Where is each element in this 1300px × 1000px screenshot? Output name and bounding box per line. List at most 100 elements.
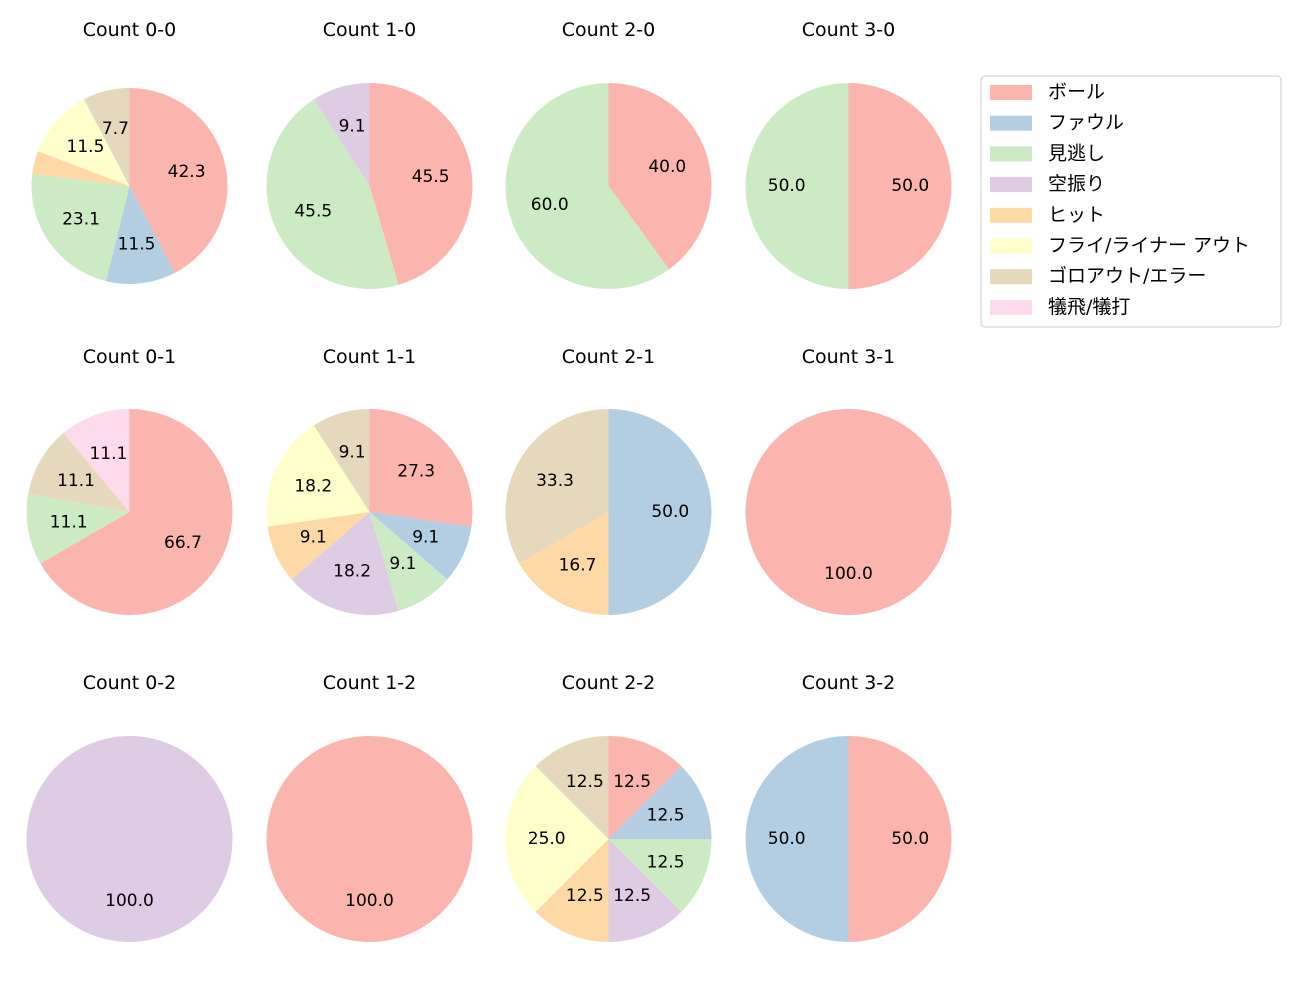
pie-count-0-2: Count 0-2 100.0 [26, 672, 233, 942]
pie-slice-called [266, 99, 399, 290]
pie-slice-groundout [313, 409, 370, 512]
legend-label: フライ/ライナー アウト [1048, 235, 1250, 257]
pie-count-3-1: Count 3-1 100.0 [745, 346, 952, 615]
pie-slice-label: 18.2 [294, 476, 332, 496]
pie-slice-label: 12.5 [566, 772, 604, 792]
pie-slice-ball [848, 736, 952, 942]
legend-label: ファウル [1048, 112, 1124, 134]
pie-slice-flyout [37, 99, 130, 186]
pie-slice-label: 9.1 [412, 528, 439, 548]
pie-slice-label: 11.1 [89, 444, 127, 464]
pie-slice-label: 45.5 [412, 167, 450, 187]
pie-slice-foul [369, 512, 472, 580]
legend-swatch [990, 115, 1032, 131]
pie-slice-label: 50.0 [768, 176, 806, 196]
pie-slice-label: 50.0 [768, 829, 806, 849]
pie-slice-ball [369, 83, 473, 285]
pie-slice-label: 11.1 [57, 471, 95, 491]
legend-swatch [990, 299, 1032, 315]
pie-count-3-0: Count 3-0 50.0 50.0 [745, 19, 952, 289]
pie-slice-called [26, 493, 130, 564]
pie-slice-label: 11.1 [50, 513, 88, 533]
pie-slice-label: 12.5 [647, 853, 685, 873]
pie-title: Count 1-0 [323, 19, 417, 41]
pie-slice-label: 50.0 [891, 176, 929, 196]
legend-swatch [990, 177, 1032, 193]
legend-swatch [990, 269, 1032, 285]
pie-slice-called [31, 173, 130, 282]
pie-slice-label: 12.5 [566, 886, 604, 906]
pie-slice-ball [745, 409, 952, 615]
pie-count-0-1: Count 0-1 66.7 11.1 11.1 11.1 [26, 346, 233, 615]
pie-slice-label: 12.5 [613, 772, 651, 792]
pie-slice-label: 9.1 [300, 528, 327, 548]
pie-count-1-2: Count 1-2 100.0 [266, 672, 473, 942]
pie-slice-groundout [83, 88, 130, 186]
pie-slice-label: 42.3 [168, 162, 206, 182]
pie-slice-label: 12.5 [647, 805, 685, 825]
pie-count-2-1: Count 2-1 50.0 16.7 33.3 [505, 346, 712, 615]
pie-slice-flyout [505, 766, 609, 912]
pie-slice-ball [129, 88, 228, 273]
legend-label: ヒット [1048, 204, 1105, 226]
pie-slice-label: 100.0 [105, 891, 154, 911]
pie-slice-called [505, 83, 670, 289]
pie-title: Count 1-1 [323, 346, 417, 368]
pie-slice-label: 9.1 [389, 554, 416, 574]
legend-item-hit: ヒット [990, 204, 1105, 226]
legend-item-foul: ファウル [990, 112, 1124, 134]
pie-slice-swinging [313, 83, 370, 186]
pie-slice-label: 100.0 [824, 564, 873, 584]
legend-label: 見逃し [1048, 142, 1105, 164]
pie-slice-label: 9.1 [339, 117, 366, 137]
legend-label: ゴロアウト/エラー [1048, 265, 1206, 287]
pie-slice-label: 11.5 [118, 234, 156, 254]
pie-slice-swinging [26, 736, 233, 942]
pie-slice-label: 40.0 [648, 157, 686, 177]
pie-title: Count 3-2 [802, 672, 896, 694]
legend-item-swinging: 空振り [990, 173, 1105, 195]
pie-title: Count 2-2 [562, 672, 656, 694]
pie-slice-swinging [291, 512, 399, 615]
legend-label: ボール [1048, 81, 1105, 103]
pie-count-3-2: Count 3-2 50.0 50.0 [745, 672, 952, 942]
pie-slice-ball [369, 409, 473, 527]
pie-slice-hit [535, 839, 609, 942]
pie-slice-label: 27.3 [397, 462, 435, 482]
pie-slice-ball [608, 83, 712, 270]
pie-count-0-0: Count 0-042.311.523.111.57.7 [31, 19, 228, 284]
legend-swatch [990, 238, 1032, 254]
legend-item-ball: ボール [990, 81, 1105, 103]
pie-slice-groundout [535, 736, 609, 839]
legend-item-sacrifice: 犠飛/犠打 [990, 296, 1130, 318]
pie-slice-label: 25.0 [528, 829, 566, 849]
legend-item-called: 見逃し [990, 142, 1105, 164]
pie-title: Count 1-2 [323, 672, 417, 694]
pie-slice-label: 100.0 [345, 891, 394, 911]
pie-count-2-2: Count 2-2 12.5 12.5 12.5 12.5 12.5 25.0 12.5 [505, 672, 712, 942]
pie-slice-hit [32, 151, 130, 186]
legend-item-flyout: フライ/ライナー アウト [990, 235, 1250, 257]
pie-slice-label: 50.0 [651, 502, 689, 522]
pie-count-2-0: Count 2-0 40.0 60.0 [505, 19, 712, 289]
legend-item-groundout: ゴロアウト/エラー [990, 265, 1206, 287]
pie-slice-called [608, 839, 712, 912]
pie-title: Count 0-2 [83, 672, 177, 694]
pie-slice-foul [608, 766, 712, 839]
pie-slice-label: 11.5 [67, 137, 105, 157]
pie-slice-groundout [505, 409, 609, 564]
pie-slice-label: 7.7 [102, 119, 129, 139]
pie-title: Count 2-0 [562, 19, 656, 41]
pie-slice-label: 16.7 [559, 555, 597, 575]
pie-slice-hit [519, 512, 609, 615]
legend-label: 空振り [1048, 173, 1105, 195]
pie-slice-label: 18.2 [333, 561, 371, 581]
legend-label: 犠飛/犠打 [1048, 296, 1130, 318]
pie-slice-label: 60.0 [531, 195, 569, 215]
pie-slice-ball [848, 83, 952, 289]
legend-swatch [990, 85, 1032, 100]
pie-count-1-0: Count 1-0 45.5 45.5 9.1 [266, 19, 473, 290]
